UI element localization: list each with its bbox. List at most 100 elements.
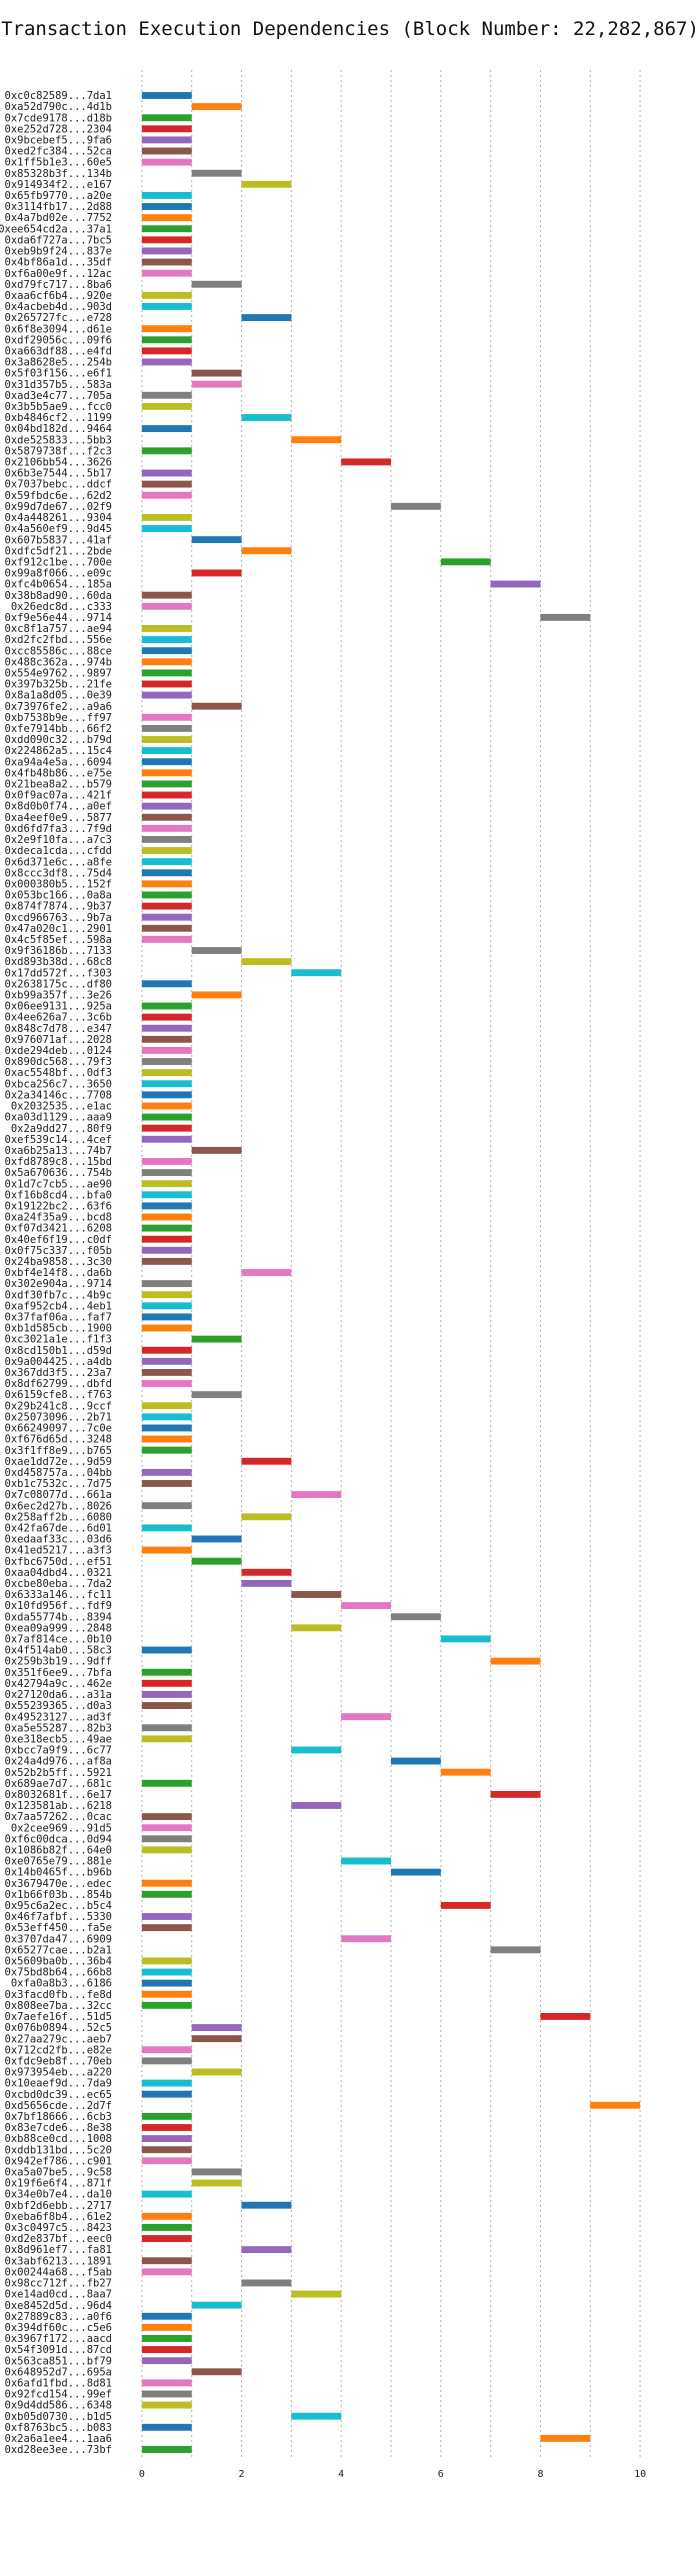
y-tick-label: 0xde525833...5bb3 <box>5 434 112 446</box>
dependency-bar <box>141 2124 192 2131</box>
dependency-bar <box>141 1957 192 1965</box>
y-tick-label: 0x47a020c1...2901 <box>5 923 112 935</box>
dependency-bar <box>540 2013 591 2020</box>
dependency-bar <box>490 1657 541 1665</box>
dependency-bar <box>141 1324 192 1332</box>
dependency-bar <box>141 591 192 599</box>
y-tick-label: 0xb4846cf2...1199 <box>5 412 112 424</box>
y-tick-label: 0x73976fe2...a9a6 <box>5 701 112 713</box>
dependency-bar <box>141 769 192 777</box>
dependency-bar <box>141 1724 192 1732</box>
y-tick-label: 0x4fb48b86...e75e <box>5 767 112 779</box>
dependency-bar <box>191 2301 242 2309</box>
y-tick-label: 0x17dd572f...f303 <box>5 967 112 979</box>
y-tick-label: 0x1ff5b1e3...60e5 <box>5 157 112 169</box>
y-tick-label: 0x123581ab...6218 <box>5 1800 112 1812</box>
dependency-bar <box>141 447 192 455</box>
y-tick-label: 0x7aefe16f...51d5 <box>5 2011 112 2023</box>
y-tick-label: 0xa03d1129...aaa9 <box>5 1112 112 1124</box>
dependency-bar <box>391 1868 441 1876</box>
y-tick-label: 0xd893b38d...68c8 <box>5 956 112 968</box>
dependency-bar <box>141 1824 192 1832</box>
dependency-bar <box>141 2446 192 2453</box>
dependency-bar <box>191 380 242 388</box>
y-tick-label: 0x40ef6f19...c0df <box>5 1234 112 1246</box>
dependency-bar <box>141 2223 192 2231</box>
y-tick-label: 0xedaaf33c...03d6 <box>5 1534 112 1546</box>
y-tick-label: 0xcc85586c...88ce <box>5 645 112 657</box>
dependency-bar <box>141 2268 192 2276</box>
y-tick-label: 0x24a4d976...af8a <box>5 1756 112 1768</box>
y-tick-label: 0x7c08077d...661a <box>5 1489 112 1501</box>
dependency-bar <box>141 1313 192 1321</box>
y-tick-label: 0x3facd0fb...fe8d <box>5 1989 112 2001</box>
dependency-bar <box>141 1169 192 1177</box>
y-tick-label: 0xe318ecb5...49ae <box>5 1733 112 1745</box>
y-tick-label: 0x3967f172...aacd <box>5 2333 112 2345</box>
y-tick-label: 0x000380b5...152f <box>5 878 112 890</box>
dependency-bar <box>191 369 242 377</box>
dependency-bar <box>141 980 192 988</box>
dependency-bar <box>341 1602 391 1610</box>
dependency-bar <box>141 247 192 255</box>
y-tick-label: 0xa4eef0e9...5877 <box>5 812 112 824</box>
dependency-bar <box>141 336 192 344</box>
dependency-bar <box>291 1491 342 1499</box>
y-tick-label: 0x25073096...2b71 <box>5 1411 112 1423</box>
y-tick-label: 0xfa0a8b3...6186 <box>11 1978 112 1990</box>
dependency-bar <box>191 1391 242 1399</box>
y-tick-label: 0xe14ad0cd...8aa7 <box>5 2289 112 2301</box>
dependency-bar <box>141 1879 192 1887</box>
y-tick-label: 0x3f1ff8e9...b765 <box>5 1445 112 1457</box>
dependency-bar <box>141 1246 192 1254</box>
y-tick-label: 0x5609ba0b...36b4 <box>5 1956 112 1968</box>
y-tick-label: 0x394df60c...c5e6 <box>5 2322 112 2334</box>
dependency-bar <box>241 2246 292 2254</box>
y-tick-label: 0x7bf18666...6cb3 <box>5 2111 112 2123</box>
y-tick-label: 0xaa04dbd4...0321 <box>5 1567 112 1579</box>
dependency-bar <box>291 1746 342 1754</box>
dependency-bar <box>490 1790 541 1798</box>
y-tick-label: 0xc0c82589...7da1 <box>5 90 112 102</box>
bar-layer <box>141 92 641 2453</box>
dependency-bar <box>241 1568 292 1576</box>
y-tick-label: 0x3679470e...edec <box>5 1878 112 1890</box>
dependency-bar <box>141 1158 192 1165</box>
x-tick-label: 10 <box>634 2469 646 2480</box>
y-tick-label: 0xd5656cde...2d7f <box>5 2100 112 2112</box>
y-tick-label: 0x6ec2d27b...8026 <box>5 1500 112 1512</box>
y-tick-label: 0x65277cae...b2a1 <box>5 1944 112 1956</box>
dependency-bar <box>141 214 192 222</box>
y-tick-label: 0x27120da6...a31a <box>5 1689 112 1701</box>
y-tick-label: 0x4a7bd02e...7752 <box>5 212 112 224</box>
y-tick-label: 0x5879738f...f2c3 <box>5 445 112 457</box>
dependency-bar <box>191 280 242 288</box>
y-tick-label: 0x848c7d78...e347 <box>5 1023 112 1035</box>
dependency-bar <box>141 2379 192 2387</box>
y-tick-label: 0x8d0b0f74...a0ef <box>5 801 112 813</box>
dependency-bar <box>141 325 192 333</box>
dependency-bar <box>141 713 192 721</box>
dependency-bar <box>590 2101 641 2109</box>
y-tick-label: 0xeba6f8b4...61e2 <box>5 2211 112 2223</box>
dependency-bar <box>141 1524 192 1532</box>
dependency-bar <box>141 303 192 310</box>
y-tick-label: 0x4f514ab0...58c3 <box>5 1645 112 1657</box>
dependency-bar <box>141 1024 192 1032</box>
dependency-bar <box>440 1768 491 1776</box>
dependency-bar <box>241 1579 292 1587</box>
y-tick-label: 0x41ed5217...a3f3 <box>5 1545 112 1557</box>
y-tick-label: 0xfbc6750d...ef51 <box>5 1556 112 1568</box>
dependency-bar <box>191 1335 242 1343</box>
y-tick-label: 0xa24f35a9...bcd8 <box>5 1212 112 1224</box>
y-tick-label: 0x99a8f066...e09c <box>5 568 112 580</box>
y-tick-label: 0xef539c14...4cef <box>5 1134 112 1146</box>
y-tick-label: 0x00244a68...f5ab <box>5 2266 112 2278</box>
y-tick-label: 0xcbe80eba...7da2 <box>5 1578 112 1590</box>
y-tick-label: 0x19f6e6f4...871f <box>5 2178 112 2190</box>
dependency-bar <box>141 1224 192 1232</box>
dependency-bar <box>141 2235 192 2242</box>
dependency-bar <box>241 1269 292 1276</box>
dependency-bar <box>141 2135 192 2143</box>
dependency-bar <box>191 1535 242 1543</box>
